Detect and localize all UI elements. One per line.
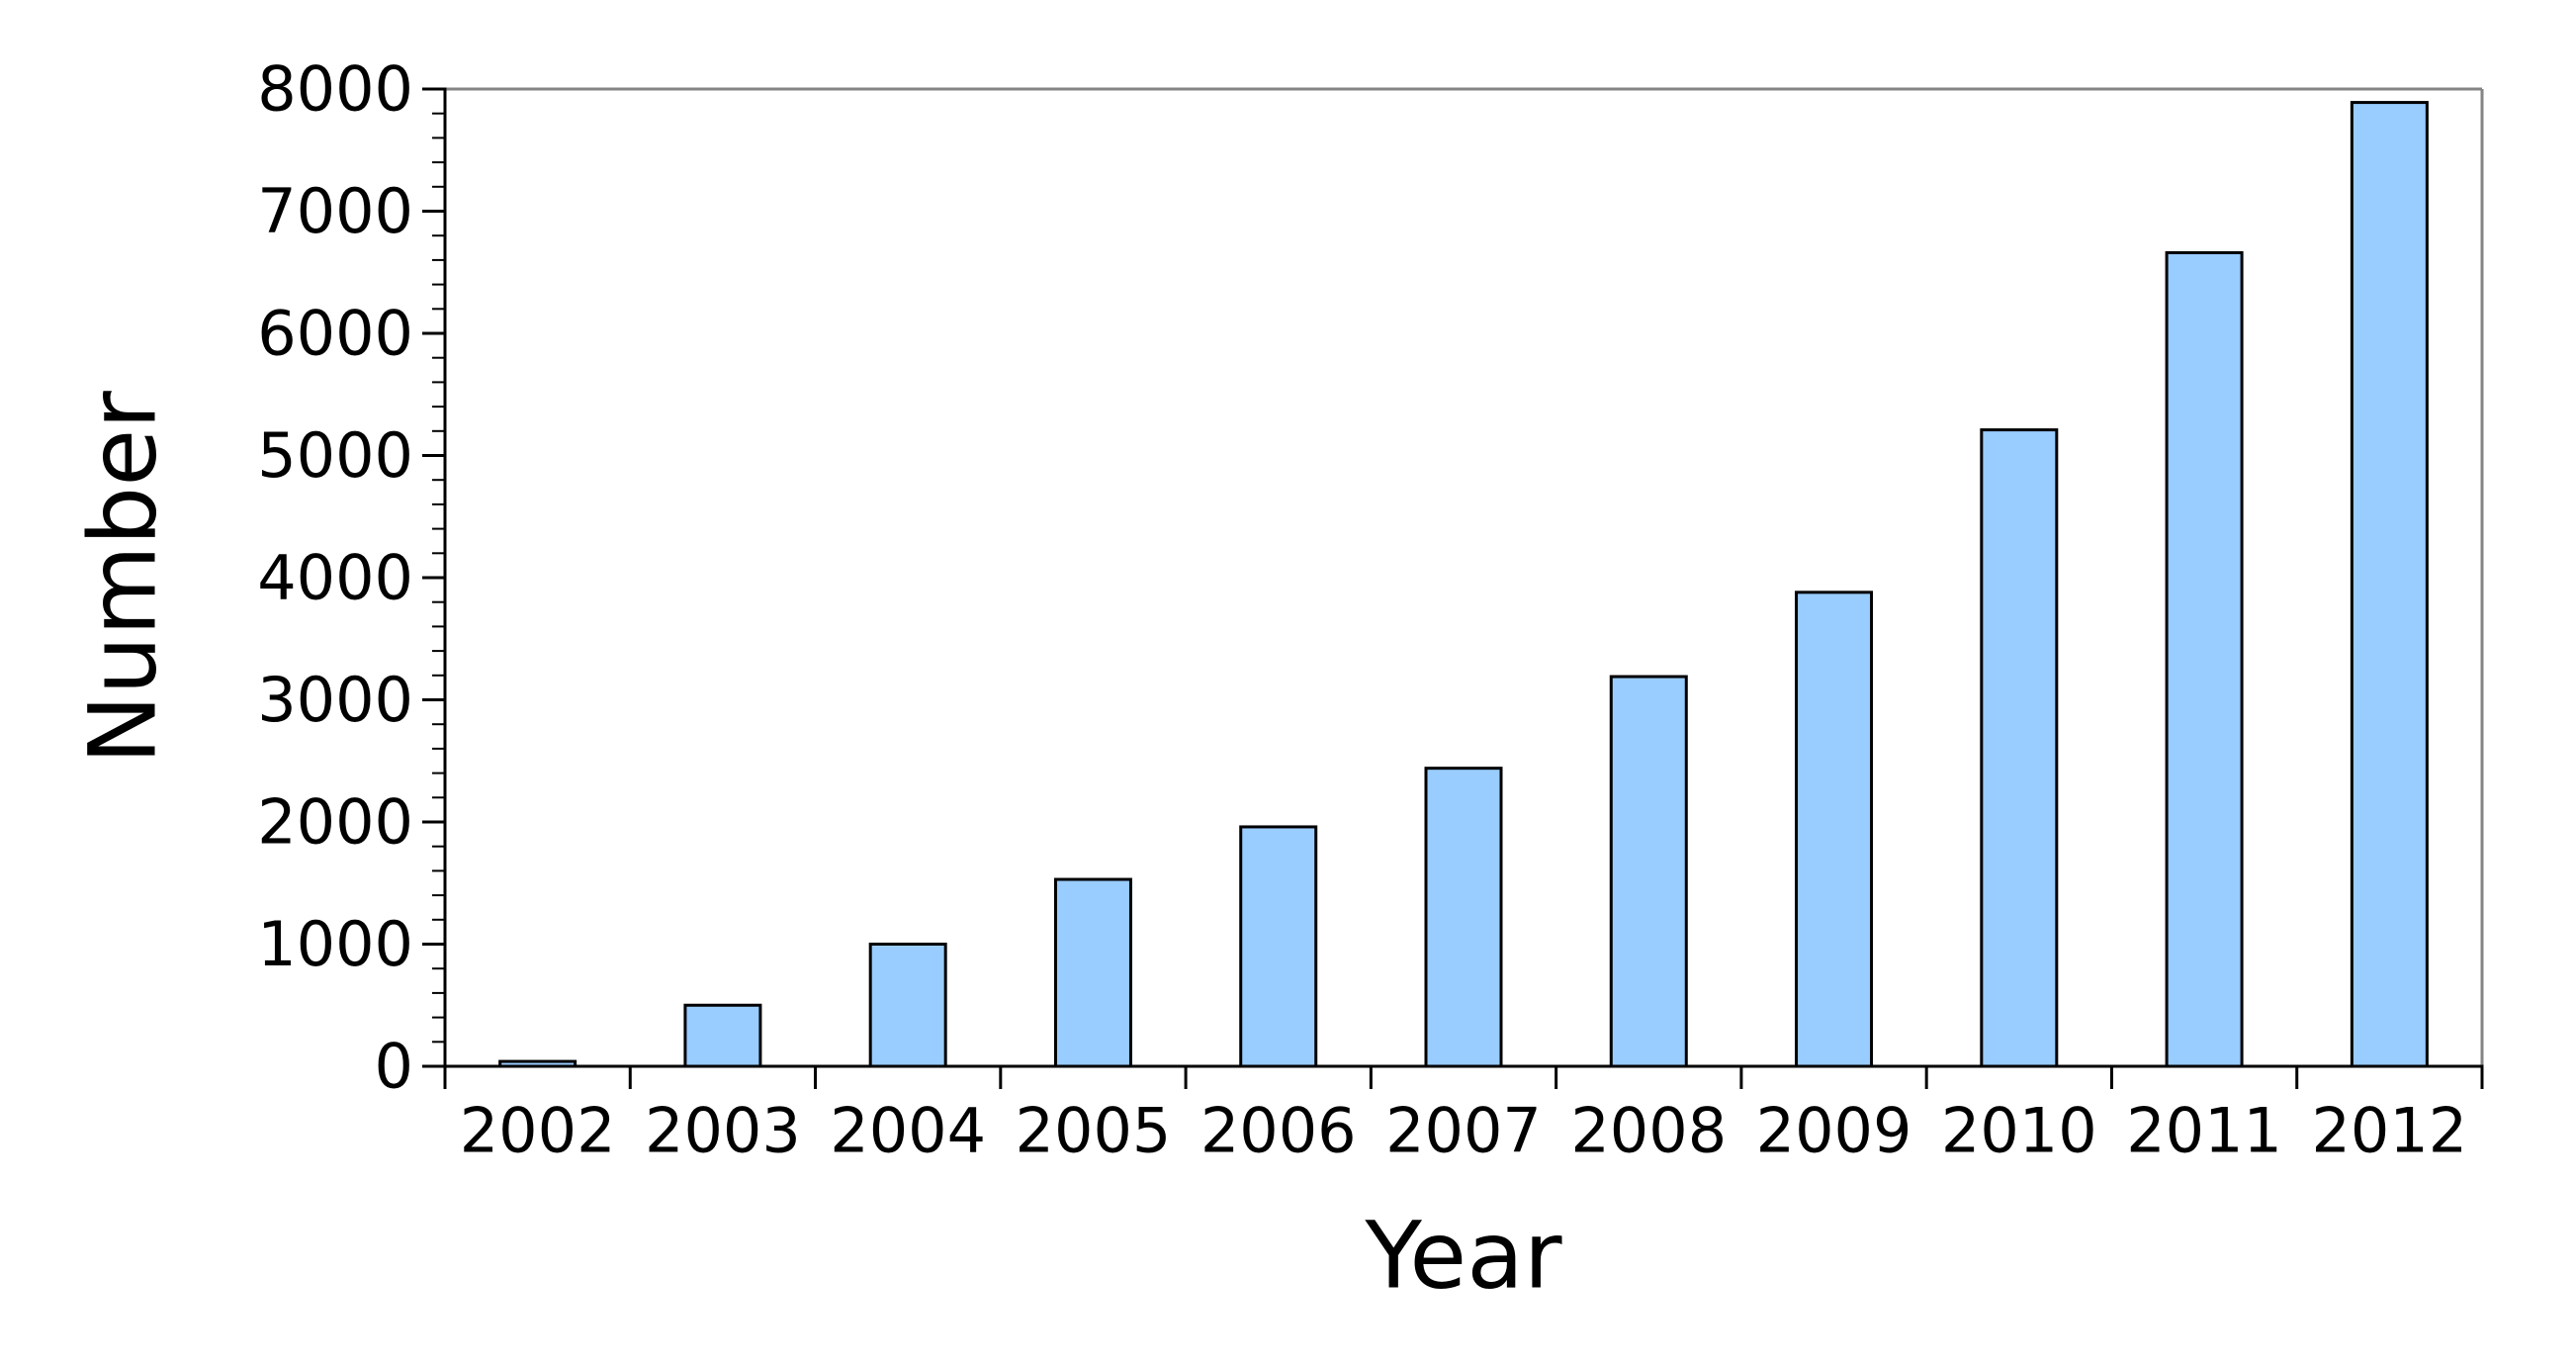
bar-2012 — [2350, 101, 2429, 1068]
x-tick-label: 2009 — [1756, 1095, 1912, 1167]
y-tick-label: 2000 — [257, 786, 413, 859]
x-tick-label: 2007 — [1385, 1095, 1542, 1167]
bar-2004 — [868, 943, 947, 1068]
x-tick-label: 2005 — [1016, 1095, 1172, 1167]
x-tick-label: 2003 — [645, 1095, 801, 1167]
x-tick-label: 2002 — [460, 1095, 616, 1167]
y-tick-label: 4000 — [257, 542, 413, 614]
x-tick-label: 2011 — [2126, 1095, 2282, 1167]
y-tick-label: 3000 — [257, 664, 413, 736]
x-axis-label: Year — [1364, 1203, 1561, 1311]
bar-2007 — [1424, 767, 1503, 1068]
bar-2005 — [1053, 877, 1132, 1068]
y-tick-label: 6000 — [257, 298, 413, 370]
x-tick-label: 2008 — [1570, 1095, 1727, 1167]
y-tick-label: 0 — [375, 1031, 413, 1103]
x-tick-label: 2004 — [830, 1095, 986, 1167]
x-tick-label: 2012 — [2311, 1095, 2467, 1167]
x-tick-label: 2010 — [1941, 1095, 2097, 1167]
bar-2010 — [1980, 428, 2059, 1068]
y-tick-label: 8000 — [257, 53, 413, 126]
y-tick-label: 1000 — [257, 908, 413, 980]
bar-2006 — [1239, 825, 1318, 1068]
bar-2003 — [683, 1003, 762, 1068]
bar-2011 — [2165, 250, 2244, 1068]
y-tick-label: 5000 — [257, 419, 413, 492]
y-tick-label: 7000 — [257, 175, 413, 247]
bar-2009 — [1795, 591, 1874, 1068]
y-axis-label: Number — [70, 391, 178, 765]
x-tick-label: 2006 — [1200, 1095, 1357, 1167]
bar-2008 — [1609, 675, 1688, 1068]
